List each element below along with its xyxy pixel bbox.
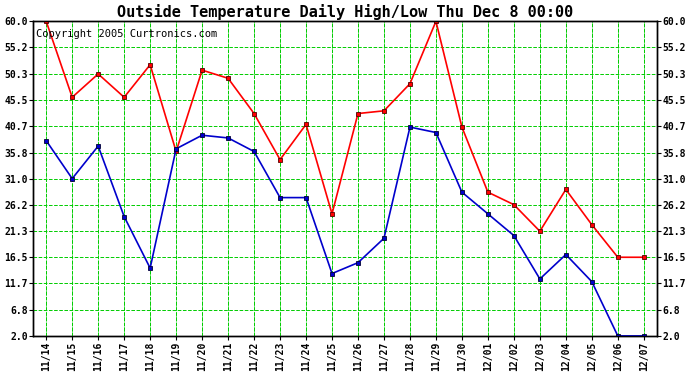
Text: Copyright 2005 Curtronics.com: Copyright 2005 Curtronics.com <box>37 29 217 39</box>
Title: Outside Temperature Daily High/Low Thu Dec 8 00:00: Outside Temperature Daily High/Low Thu D… <box>117 4 573 20</box>
